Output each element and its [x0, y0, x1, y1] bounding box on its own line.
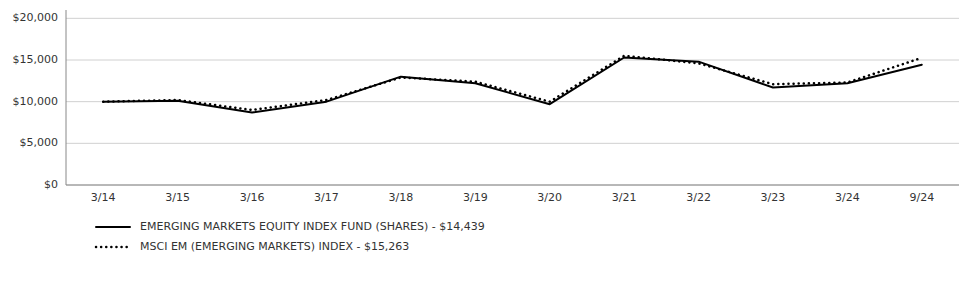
legend-label: MSCI EM (EMERGING MARKETS) INDEX - $15,2…	[140, 240, 409, 253]
legend-swatch	[96, 226, 130, 228]
x-tick-label: 3/20	[537, 191, 562, 204]
x-tick-label: 3/21	[612, 191, 637, 204]
series-group	[103, 56, 922, 113]
grid	[66, 18, 959, 185]
x-tick-label: 9/24	[909, 191, 934, 204]
y-tick-label: $5,000	[20, 136, 59, 149]
legend: EMERGING MARKETS EQUITY INDEX FUND (SHAR…	[96, 220, 485, 253]
x-tick-label: 3/19	[463, 191, 488, 204]
series-line	[103, 58, 922, 113]
x-tick-label: 3/15	[165, 191, 190, 204]
legend-label: EMERGING MARKETS EQUITY INDEX FUND (SHAR…	[140, 220, 485, 233]
x-tick-label: 3/24	[835, 191, 860, 204]
y-tick-label: $10,000	[13, 95, 59, 108]
y-axis-line	[66, 10, 67, 185]
grid-line	[66, 143, 959, 144]
legend-swatch	[96, 246, 130, 249]
grid-line	[66, 185, 959, 186]
x-tick-label: 3/14	[91, 191, 116, 204]
chart-svg: $0 $5,000 $10,000 $15,000 $20,000 3/14 3/15 3/1…	[0, 0, 975, 281]
y-tick-label: $0	[44, 178, 58, 191]
chart-container: $0 $5,000 $10,000 $15,000 $20,000 3/14 3/15 3/1…	[0, 0, 975, 281]
x-tick-label: 3/22	[686, 191, 711, 204]
grid-line	[66, 18, 959, 19]
x-tick-label: 3/23	[761, 191, 786, 204]
y-tick-label: $20,000	[13, 11, 59, 24]
grid-line	[66, 60, 959, 61]
y-tick-label: $15,000	[13, 53, 59, 66]
x-tick-label: 3/17	[314, 191, 339, 204]
x-axis-line	[66, 185, 959, 186]
x-tick-label: 3/18	[389, 191, 414, 204]
series-line	[103, 56, 922, 110]
x-tick-label: 3/16	[240, 191, 265, 204]
